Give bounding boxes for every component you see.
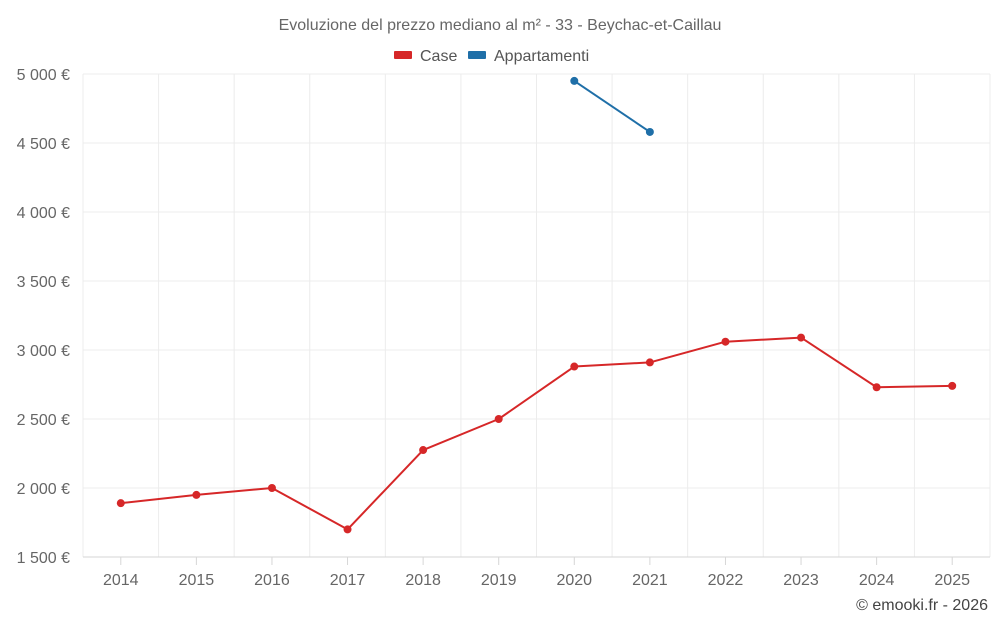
data-point-case[interactable] [645,358,654,367]
data-point-case[interactable] [343,525,352,534]
data-point-case[interactable] [797,333,806,342]
legend-item-appartamenti[interactable]: Appartamenti [468,48,589,65]
legend-label-case: Case [420,48,457,65]
data-point-case[interactable] [494,415,503,423]
legend-swatch-case [394,51,412,59]
legend-swatch-appartamenti [468,51,486,59]
series-case [116,333,957,534]
data-point-case[interactable] [570,362,579,371]
y-tick-label: 2 500 € [17,412,70,429]
x-tick-label: 2022 [708,572,744,589]
data-point-appartamenti[interactable] [645,127,654,136]
x-tick-label: 2018 [405,572,441,589]
chart-title: Evoluzione del prezzo mediano al m² - 33… [279,17,722,34]
y-axis: 1 500 € 2 000 € 2 500 € 3 000 € 3 500 € 4 000… [17,67,70,567]
y-tick-label: 3 000 € [17,343,70,360]
data-point-case[interactable] [872,383,881,392]
data-point-case[interactable] [948,381,957,390]
y-tick-label: 2 000 € [17,481,70,498]
legend-item-case[interactable]: Case [394,48,457,65]
x-tick-label: 2015 [179,572,215,589]
data-point-case[interactable] [721,337,730,346]
data-point-appartamenti[interactable] [570,76,579,85]
series-line-appartamenti [573,80,651,133]
y-tick-label: 3 500 € [17,274,70,291]
series-line-case [120,336,953,531]
x-tick-label: 2021 [632,572,668,589]
data-point-case[interactable] [192,490,201,499]
gridlines [82,73,991,557]
x-tick-label: 2017 [330,572,366,589]
x-tick-label: 2019 [481,572,517,589]
x-tick-label: 2014 [103,572,139,589]
x-tick-label: 2024 [859,572,895,589]
legend: Case Appartamenti [394,48,589,65]
series-layer [116,76,957,534]
x-axis: 2014 2015 2016 2017 2018 2019 2020 2021 2022 2023… [83,556,990,589]
data-point-case[interactable] [267,484,276,492]
y-tick-label: 1 500 € [17,550,70,567]
x-tick-label: 2020 [556,572,592,589]
y-tick-label: 5 000 € [17,67,70,84]
legend-label-appartamenti: Appartamenti [494,48,589,65]
credit: © emooki.fr - 2026 [856,597,988,614]
data-point-case[interactable] [419,446,428,455]
x-tick-label: 2023 [783,572,819,589]
data-point-case[interactable] [116,499,125,508]
y-tick-label: 4 500 € [17,136,70,153]
x-tick-label: 2025 [934,572,970,589]
y-tick-label: 4 000 € [17,205,70,222]
x-tick-label: 2016 [254,572,290,589]
series-appartamenti [570,76,654,136]
